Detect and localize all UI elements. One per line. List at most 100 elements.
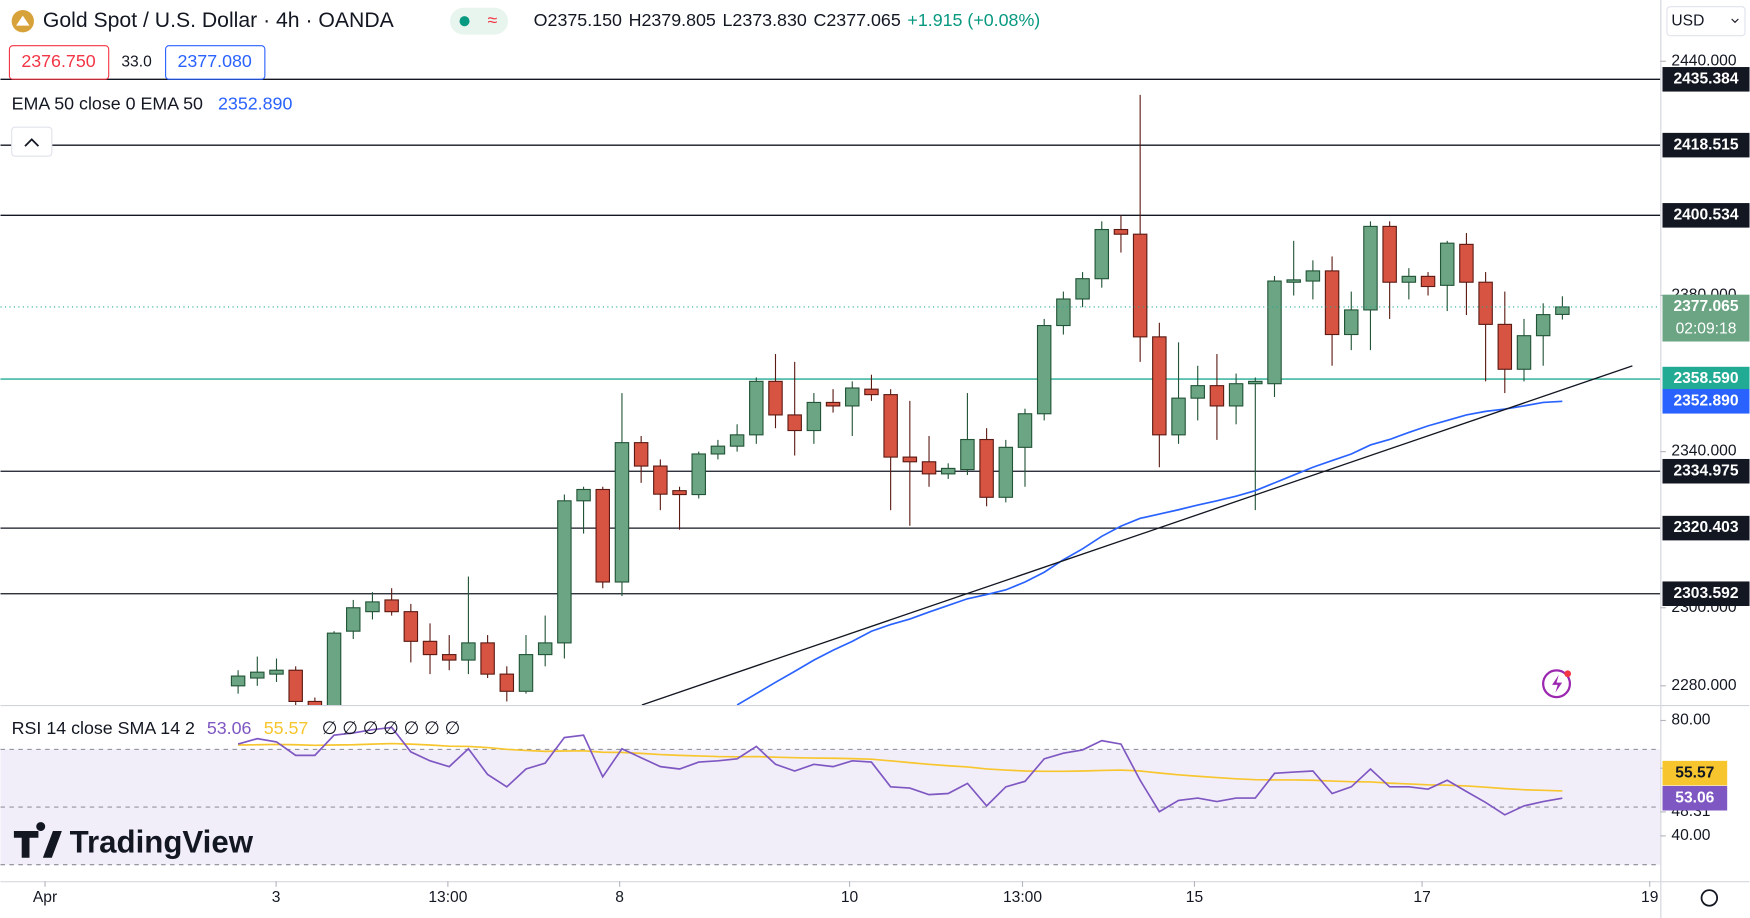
currency: USD — [1671, 12, 1704, 29]
alert-badge — [1564, 670, 1572, 678]
level-label: 2320.403 — [1673, 519, 1738, 536]
rsi-line — [237, 726, 1563, 816]
buy-button[interactable] — [165, 45, 266, 80]
level-label: 2358.590 — [1673, 370, 1738, 387]
candle-body — [326, 632, 342, 705]
market-status[interactable] — [450, 7, 509, 35]
candle-body — [902, 456, 918, 463]
candle-body — [250, 671, 265, 679]
candle-body — [1344, 309, 1359, 336]
ohlc-value: H2379.805 — [629, 10, 716, 30]
sma-legend-value: 55.57 — [264, 718, 309, 738]
alert-icon[interactable] — [1542, 669, 1572, 699]
candle-body — [480, 642, 495, 675]
candle-body — [710, 445, 726, 455]
candle-body — [1056, 298, 1071, 327]
rsi-pane — [0, 726, 1661, 866]
candle-body — [1555, 306, 1570, 315]
rsi-legend-name: RSI 14 close SMA 14 2 — [12, 718, 195, 738]
candle-body — [1382, 225, 1397, 283]
level-label-bg — [1662, 581, 1750, 607]
candle-body — [729, 434, 745, 447]
candle-body — [288, 669, 303, 702]
candle-body — [1324, 270, 1340, 336]
rsi-legend-value: 53.06 — [207, 718, 252, 738]
ema-label-bg — [1662, 389, 1750, 414]
candle-body — [1171, 397, 1186, 436]
candle-body — [825, 401, 841, 407]
candle-body — [461, 642, 476, 661]
candle-body — [1478, 281, 1493, 325]
candle-body — [806, 401, 822, 432]
candle-body — [1420, 275, 1436, 288]
candle-body — [768, 380, 783, 416]
last-value-bg — [1662, 760, 1728, 786]
ohlc-value: +1.915 (+0.08%) — [907, 10, 1040, 30]
collapse-icon — [24, 138, 40, 147]
brand-name: TradingView — [70, 825, 254, 860]
alert-bolt — [1552, 674, 1563, 693]
ema-label: 2352.890 — [1673, 392, 1738, 409]
candle-body — [499, 673, 515, 692]
candle-body — [614, 442, 630, 583]
candle-body — [422, 640, 438, 656]
candle-body — [883, 394, 898, 458]
level-label: 2435.384 — [1673, 70, 1738, 87]
currency-selector[interactable] — [1666, 6, 1746, 37]
candle-body — [595, 488, 611, 583]
current-price-label: 2377.065 — [1673, 298, 1738, 315]
settings-icon[interactable] — [1700, 889, 1719, 907]
candle-body — [307, 700, 323, 705]
candle-body — [1401, 275, 1417, 283]
level-label: 2400.534 — [1673, 206, 1738, 223]
candle-body — [1497, 323, 1513, 370]
candle-body — [1286, 279, 1301, 283]
collapse-button[interactable] — [11, 126, 53, 157]
last-value-bg — [1662, 785, 1728, 811]
candle-body — [1305, 270, 1321, 282]
candle-body — [1036, 324, 1052, 415]
ask-price: 2377.080 — [177, 51, 251, 71]
candle-body — [653, 465, 668, 495]
ohlc-value: C2377.065 — [814, 10, 901, 30]
x-tick-label: Apr — [33, 889, 57, 906]
bid-price: 2376.750 — [21, 51, 95, 71]
candle-body — [1439, 242, 1455, 286]
spread: 33.0 — [121, 54, 152, 71]
candle-body — [979, 438, 994, 498]
level-label: 2303.592 — [1673, 585, 1738, 602]
x-tick-label: 10 — [841, 889, 859, 906]
trend-line — [641, 365, 1633, 706]
last-value-label: 53.06 — [1675, 789, 1714, 806]
brand-logo — [13, 822, 62, 858]
symbol-title: Gold Spot / U.S. Dollar · 4h · OANDA — [43, 9, 395, 32]
candle-body — [1132, 233, 1148, 338]
status-dot — [459, 16, 470, 27]
x-tick-label: 13:00 — [428, 889, 467, 906]
current-price-bg — [1662, 294, 1750, 342]
candle-body — [1094, 228, 1110, 280]
candle-body — [384, 599, 399, 613]
countdown: 02:09:18 — [1676, 320, 1737, 337]
status-icon: ≈ — [488, 10, 498, 30]
candle-body — [1267, 280, 1282, 385]
x-tick-label: 17 — [1413, 889, 1430, 906]
candle-body — [1363, 225, 1378, 311]
candle-body — [1248, 380, 1263, 385]
x-tick-label: 15 — [1186, 889, 1204, 906]
ema-legend-value: 2352.890 — [218, 94, 292, 114]
candle-body — [998, 446, 1014, 498]
sell-button[interactable] — [8, 45, 110, 80]
candle-body — [230, 675, 246, 687]
candle-body — [691, 453, 706, 496]
price-pane — [0, 78, 1661, 705]
ohlc-legend: O2375.150 H2379.805 L2373.830 C2377.065 +1.9… — [534, 10, 1041, 30]
x-tick-label: 13:00 — [1003, 889, 1042, 906]
last-value-label: 55.57 — [1675, 764, 1714, 781]
level-label: 2334.975 — [1673, 462, 1738, 479]
level-label: 2418.515 — [1673, 136, 1738, 153]
y-tick-label: 2280.000 — [1671, 677, 1736, 694]
level-label-bg — [1662, 458, 1750, 484]
rsi-legend-extra: ∅ ∅ ∅ ∅ ∅ ∅ ∅ — [322, 718, 460, 738]
